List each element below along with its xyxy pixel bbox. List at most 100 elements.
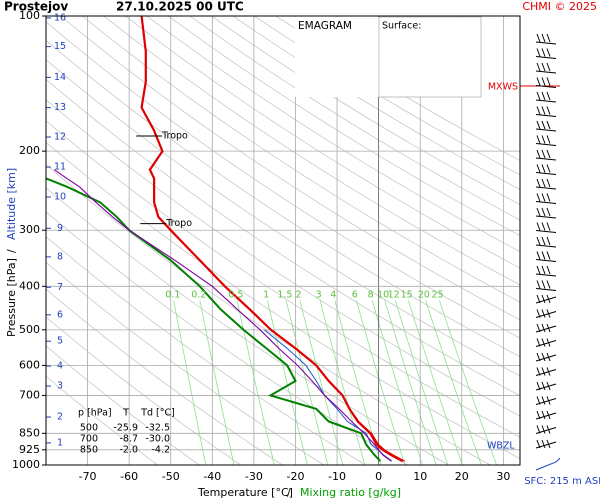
altitude-tick-label: 5 xyxy=(57,336,63,347)
mixing-ratio-label: 2 xyxy=(296,290,302,301)
barb-feather xyxy=(536,410,541,420)
mixing-ratio-line xyxy=(394,300,449,465)
mixing-ratio-line xyxy=(236,300,275,465)
barb-feather xyxy=(546,33,551,43)
barb-staff xyxy=(535,143,557,146)
barb-staff xyxy=(535,41,557,45)
barb-staff xyxy=(535,70,557,74)
y-tick-label: 100 xyxy=(19,9,40,22)
wind-barb xyxy=(535,62,557,74)
table-cell: -2.0 xyxy=(119,445,138,456)
barb-feather xyxy=(546,236,551,246)
wind-barb xyxy=(535,91,557,103)
barb-feather xyxy=(536,193,541,202)
barb-feather xyxy=(541,251,546,260)
altitude-tick-label: 16 xyxy=(54,12,66,23)
axis-separator: / xyxy=(5,249,18,253)
altitude-tick-label: 1 xyxy=(57,437,63,448)
altitude-tick-label: 12 xyxy=(54,132,66,143)
wind-barb xyxy=(535,309,557,318)
mixing-ratio-line xyxy=(199,300,235,465)
wind-barb xyxy=(535,338,557,347)
mixing-ratio-label: 1 xyxy=(263,290,269,301)
chart-subtitle: 27.10.2025 00 UTC xyxy=(116,0,244,14)
wind-barb xyxy=(535,149,557,161)
wind-barb xyxy=(535,207,557,219)
y-tick-label: 500 xyxy=(19,323,40,336)
barb-feather xyxy=(541,236,546,246)
barb-feather xyxy=(536,280,541,289)
mixing-ratio-label: 3 xyxy=(316,290,322,301)
barb-feather xyxy=(536,135,541,144)
x-tick-label: -20 xyxy=(286,470,304,483)
sfc-label: SFC: 215 m ASL xyxy=(524,476,600,487)
mixing-ratio-label: 1.5 xyxy=(277,290,292,301)
barb-feather xyxy=(546,164,551,173)
barb-feather xyxy=(546,396,551,405)
altitude-tick-label: 2 xyxy=(57,412,63,423)
altitude-tick-label: 6 xyxy=(57,309,63,320)
x-tick-label: -30 xyxy=(245,470,263,483)
barb-feather xyxy=(536,425,541,434)
dry-adiabat xyxy=(146,16,520,253)
altitude-tick-label: 4 xyxy=(57,361,63,372)
barb-feather xyxy=(541,280,546,289)
altitude-tick-label: 11 xyxy=(54,162,66,173)
table-cell: 700 xyxy=(80,434,98,445)
legend-box xyxy=(295,17,379,97)
wind-barb xyxy=(535,381,557,391)
wind-barb xyxy=(535,48,557,59)
altitude-tick-label: 15 xyxy=(54,41,66,52)
mixing-ratio-label: 20 xyxy=(418,290,430,301)
y-tick-label: 850 xyxy=(19,426,40,439)
x-tick-label: 30 xyxy=(496,470,510,483)
mixing-ratio-label: 8 xyxy=(368,290,374,301)
barb-staff xyxy=(535,56,557,59)
dry-adiabat xyxy=(46,78,520,397)
mixing-ratio-label: 25 xyxy=(432,290,444,301)
y-tick-label: 600 xyxy=(19,358,40,371)
barb-feather xyxy=(546,222,551,231)
barb-feather xyxy=(541,77,546,86)
mixing-ratio-label: 0.1 xyxy=(165,290,180,301)
mixing-ratio-line xyxy=(425,300,482,465)
barb-feather xyxy=(536,294,541,304)
barb-feather xyxy=(541,338,546,347)
y-tick-label: 400 xyxy=(19,279,40,292)
barb-feather xyxy=(546,178,551,188)
barb-staff xyxy=(535,157,557,161)
barb-feather xyxy=(541,309,546,318)
dry-adiabat xyxy=(46,59,520,377)
x-tick-label: -70 xyxy=(79,470,97,483)
wind-barb xyxy=(535,280,557,291)
barb-feather xyxy=(536,222,541,231)
barb-feather xyxy=(546,251,551,260)
barb-feather xyxy=(536,323,541,333)
barb-feather xyxy=(546,425,551,434)
barb-feather xyxy=(546,48,551,57)
series-line xyxy=(141,16,406,462)
barb-feather xyxy=(541,410,546,420)
y-tick-label: 1000 xyxy=(12,458,40,471)
barb-feather xyxy=(546,265,551,275)
tropo-label: Tropo xyxy=(165,218,192,229)
mixing-ratio-label: 4 xyxy=(330,290,336,301)
wind-barb xyxy=(535,178,557,190)
table-header: T xyxy=(122,408,129,419)
wind-barb xyxy=(535,251,557,262)
mixing-ratio-line xyxy=(384,300,437,465)
series-line xyxy=(46,177,382,462)
barb-feather xyxy=(541,207,546,217)
barb-feather xyxy=(536,367,541,376)
barb-feather xyxy=(541,120,546,130)
y-axis-label-group: Pressure [hPa] / Altitude [km] xyxy=(5,168,18,337)
wind-barb xyxy=(535,294,557,304)
wind-barb xyxy=(535,352,557,362)
barb-staff xyxy=(535,85,557,88)
x-tick-label: -60 xyxy=(120,470,138,483)
legend-title: EMAGRAM xyxy=(298,20,352,32)
barb-feather xyxy=(546,193,551,202)
wind-barb xyxy=(535,193,557,204)
barb-feather xyxy=(541,222,546,231)
